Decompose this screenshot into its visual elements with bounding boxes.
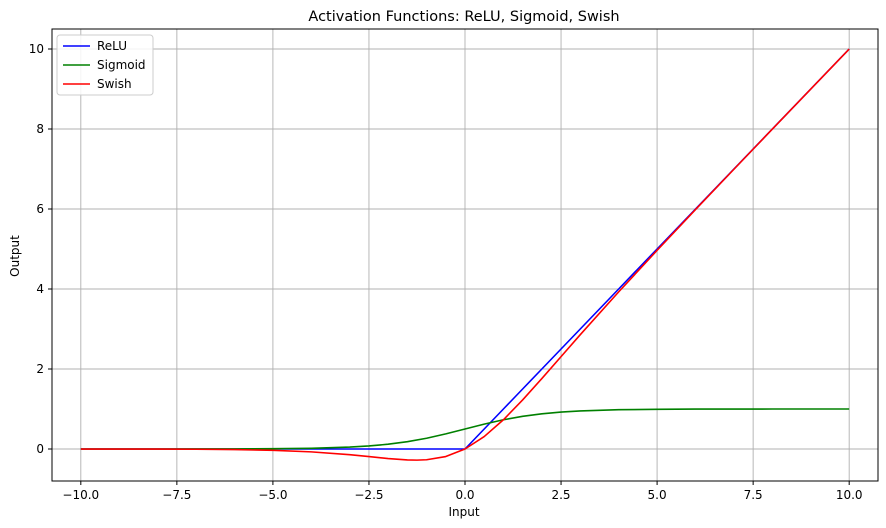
legend: ReLU Sigmoid Swish (56, 34, 154, 96)
x-tick-label: 7.5 (744, 488, 763, 502)
y-tick-label: 10 (29, 42, 44, 56)
y-tick-label: 6 (36, 202, 44, 216)
y-tick-label: 2 (36, 362, 44, 376)
chart-title: Activation Functions: ReLU, Sigmoid, Swi… (308, 9, 619, 25)
x-tick-label: 5.0 (648, 488, 667, 502)
y-tick-label: 4 (36, 282, 44, 296)
x-tick-label: −5.0 (258, 488, 287, 502)
x-tick-label: 0.0 (455, 488, 474, 502)
y-axis-label: Output (8, 235, 22, 277)
legend-box (56, 34, 154, 96)
x-tick-label: −10.0 (62, 488, 99, 502)
legend-label-relu: ReLU (97, 39, 127, 53)
series-line-sigmoid (80, 408, 850, 450)
x-tick-label: −2.5 (354, 488, 383, 502)
x-tick-label: 10.0 (836, 488, 863, 502)
legend-label-sigmoid: Sigmoid (97, 58, 146, 72)
x-axis-label: Input (448, 505, 479, 519)
x-tick-label: 2.5 (551, 488, 570, 502)
x-axis-ticks: −10.0 −7.5 −5.0 −2.5 0.0 2.5 5.0 7.5 10.0 (62, 481, 863, 502)
legend-label-swish: Swish (97, 77, 132, 91)
series-line-swish (80, 48, 850, 461)
grid-lines (52, 29, 878, 481)
x-tick-label: −7.5 (162, 488, 191, 502)
y-tick-label: 8 (36, 122, 44, 136)
y-tick-label: 0 (36, 442, 44, 456)
series-layer (80, 48, 850, 461)
y-axis-ticks: 0 2 4 6 8 10 (29, 42, 52, 456)
